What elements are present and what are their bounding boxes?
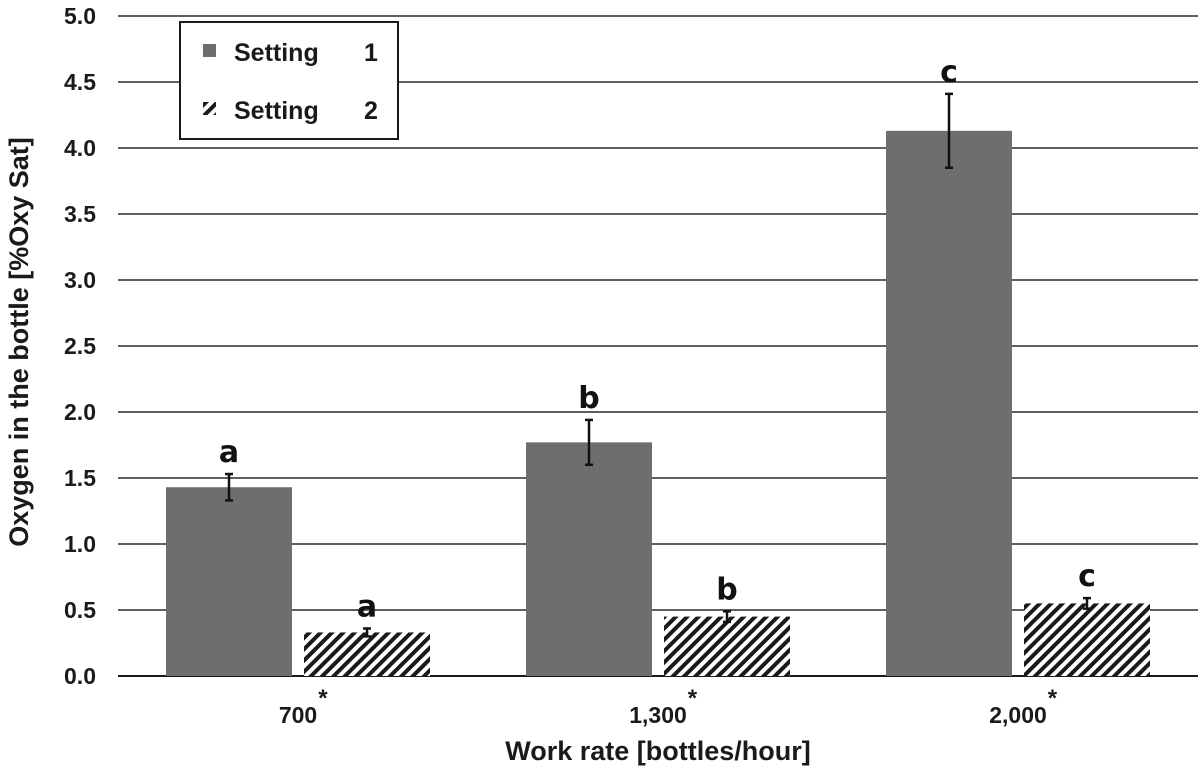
bar-setting-2-2 bbox=[1024, 603, 1150, 676]
y-tick-label: 0.5 bbox=[64, 597, 96, 623]
error-bar bbox=[363, 627, 371, 638]
legend-box bbox=[179, 21, 399, 140]
legend-label-setting-2: Setting bbox=[234, 97, 319, 125]
x-axis-ticks: 700*1,300*2,000* bbox=[279, 685, 1058, 728]
bars bbox=[166, 130, 1150, 677]
x-tick-label: 1,300 bbox=[629, 702, 687, 728]
y-tick-label: 2.5 bbox=[64, 333, 96, 359]
legend-number-setting-1: 1 bbox=[364, 39, 378, 67]
significance-label: c bbox=[940, 55, 958, 90]
bar-setting-1-0 bbox=[166, 487, 292, 676]
x-axis-title: Work rate [bottles/hour] bbox=[505, 736, 811, 766]
y-tick-label: 4.5 bbox=[64, 69, 96, 95]
x-tick-label: 2,000 bbox=[989, 702, 1047, 728]
y-tick-label: 3.0 bbox=[64, 267, 96, 293]
y-axis-ticks: 0.0 0.5 1.0 1.5 2.0 2.5 3.0 3.5 4.0 4.5 5.0 bbox=[64, 3, 96, 689]
legend: Setting 1 Setting 2 bbox=[179, 21, 399, 140]
legend-swatch-setting-2 bbox=[203, 102, 216, 115]
y-tick-label: 1.5 bbox=[64, 465, 96, 491]
legend-swatch-setting-1 bbox=[203, 44, 216, 57]
legend-label-setting-1: Setting bbox=[234, 39, 319, 67]
error-bars bbox=[225, 92, 1091, 638]
gridlines bbox=[118, 15, 1198, 677]
bar-setting-2-1 bbox=[664, 616, 790, 676]
error-bar bbox=[945, 92, 953, 170]
bar-setting-2-0 bbox=[304, 632, 430, 676]
category-marker: * bbox=[1048, 685, 1058, 712]
significance-label: a bbox=[357, 589, 377, 624]
error-bar bbox=[225, 472, 233, 502]
x-tick-label: 700 bbox=[279, 702, 317, 728]
significance-labels: a b c a b c bbox=[219, 55, 1096, 625]
y-tick-label: 5.0 bbox=[64, 3, 96, 29]
legend-number-setting-2: 2 bbox=[364, 97, 378, 125]
error-bar bbox=[1083, 596, 1091, 610]
y-tick-label: 4.0 bbox=[64, 135, 96, 161]
category-marker: * bbox=[318, 685, 328, 712]
y-axis-title: Oxygen in the bottle [%Oxy Sat] bbox=[4, 137, 34, 547]
significance-label: c bbox=[1078, 559, 1096, 594]
error-bar bbox=[723, 610, 731, 624]
y-tick-label: 2.0 bbox=[64, 399, 96, 425]
bar-setting-1-1 bbox=[526, 442, 652, 676]
significance-label: a bbox=[219, 435, 239, 470]
error-bar bbox=[585, 418, 593, 467]
category-marker: * bbox=[688, 685, 698, 712]
y-tick-label: 0.0 bbox=[64, 663, 96, 689]
y-tick-label: 1.0 bbox=[64, 531, 96, 557]
significance-label: b bbox=[578, 381, 599, 416]
bar-setting-1-2 bbox=[886, 130, 1012, 677]
y-tick-label: 3.5 bbox=[64, 201, 96, 227]
significance-label: b bbox=[716, 572, 737, 607]
